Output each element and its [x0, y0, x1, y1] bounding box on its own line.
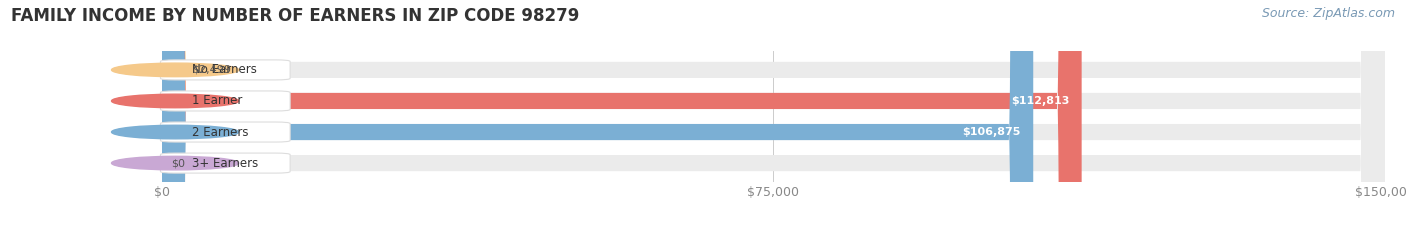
FancyBboxPatch shape	[162, 0, 1385, 233]
Text: FAMILY INCOME BY NUMBER OF EARNERS IN ZIP CODE 98279: FAMILY INCOME BY NUMBER OF EARNERS IN ZI…	[11, 7, 579, 25]
FancyBboxPatch shape	[162, 0, 1081, 233]
Text: Source: ZipAtlas.com: Source: ZipAtlas.com	[1261, 7, 1395, 20]
FancyBboxPatch shape	[162, 0, 1385, 233]
Text: 3+ Earners: 3+ Earners	[193, 157, 259, 170]
Text: No Earners: No Earners	[193, 63, 257, 76]
Text: 2 Earners: 2 Earners	[193, 126, 249, 139]
Text: $106,875: $106,875	[963, 127, 1021, 137]
FancyBboxPatch shape	[157, 0, 186, 233]
FancyBboxPatch shape	[160, 122, 290, 142]
FancyBboxPatch shape	[160, 153, 290, 173]
Circle shape	[111, 94, 239, 108]
Text: $112,813: $112,813	[1011, 96, 1070, 106]
FancyBboxPatch shape	[162, 0, 1385, 233]
Circle shape	[111, 63, 239, 77]
FancyBboxPatch shape	[160, 91, 290, 111]
FancyBboxPatch shape	[162, 0, 1033, 233]
Text: 1 Earner: 1 Earner	[193, 94, 243, 107]
Text: $2,499: $2,499	[191, 65, 231, 75]
FancyBboxPatch shape	[160, 60, 290, 80]
Circle shape	[111, 125, 239, 139]
Text: $0: $0	[172, 158, 186, 168]
FancyBboxPatch shape	[162, 0, 1385, 233]
Circle shape	[111, 156, 239, 170]
